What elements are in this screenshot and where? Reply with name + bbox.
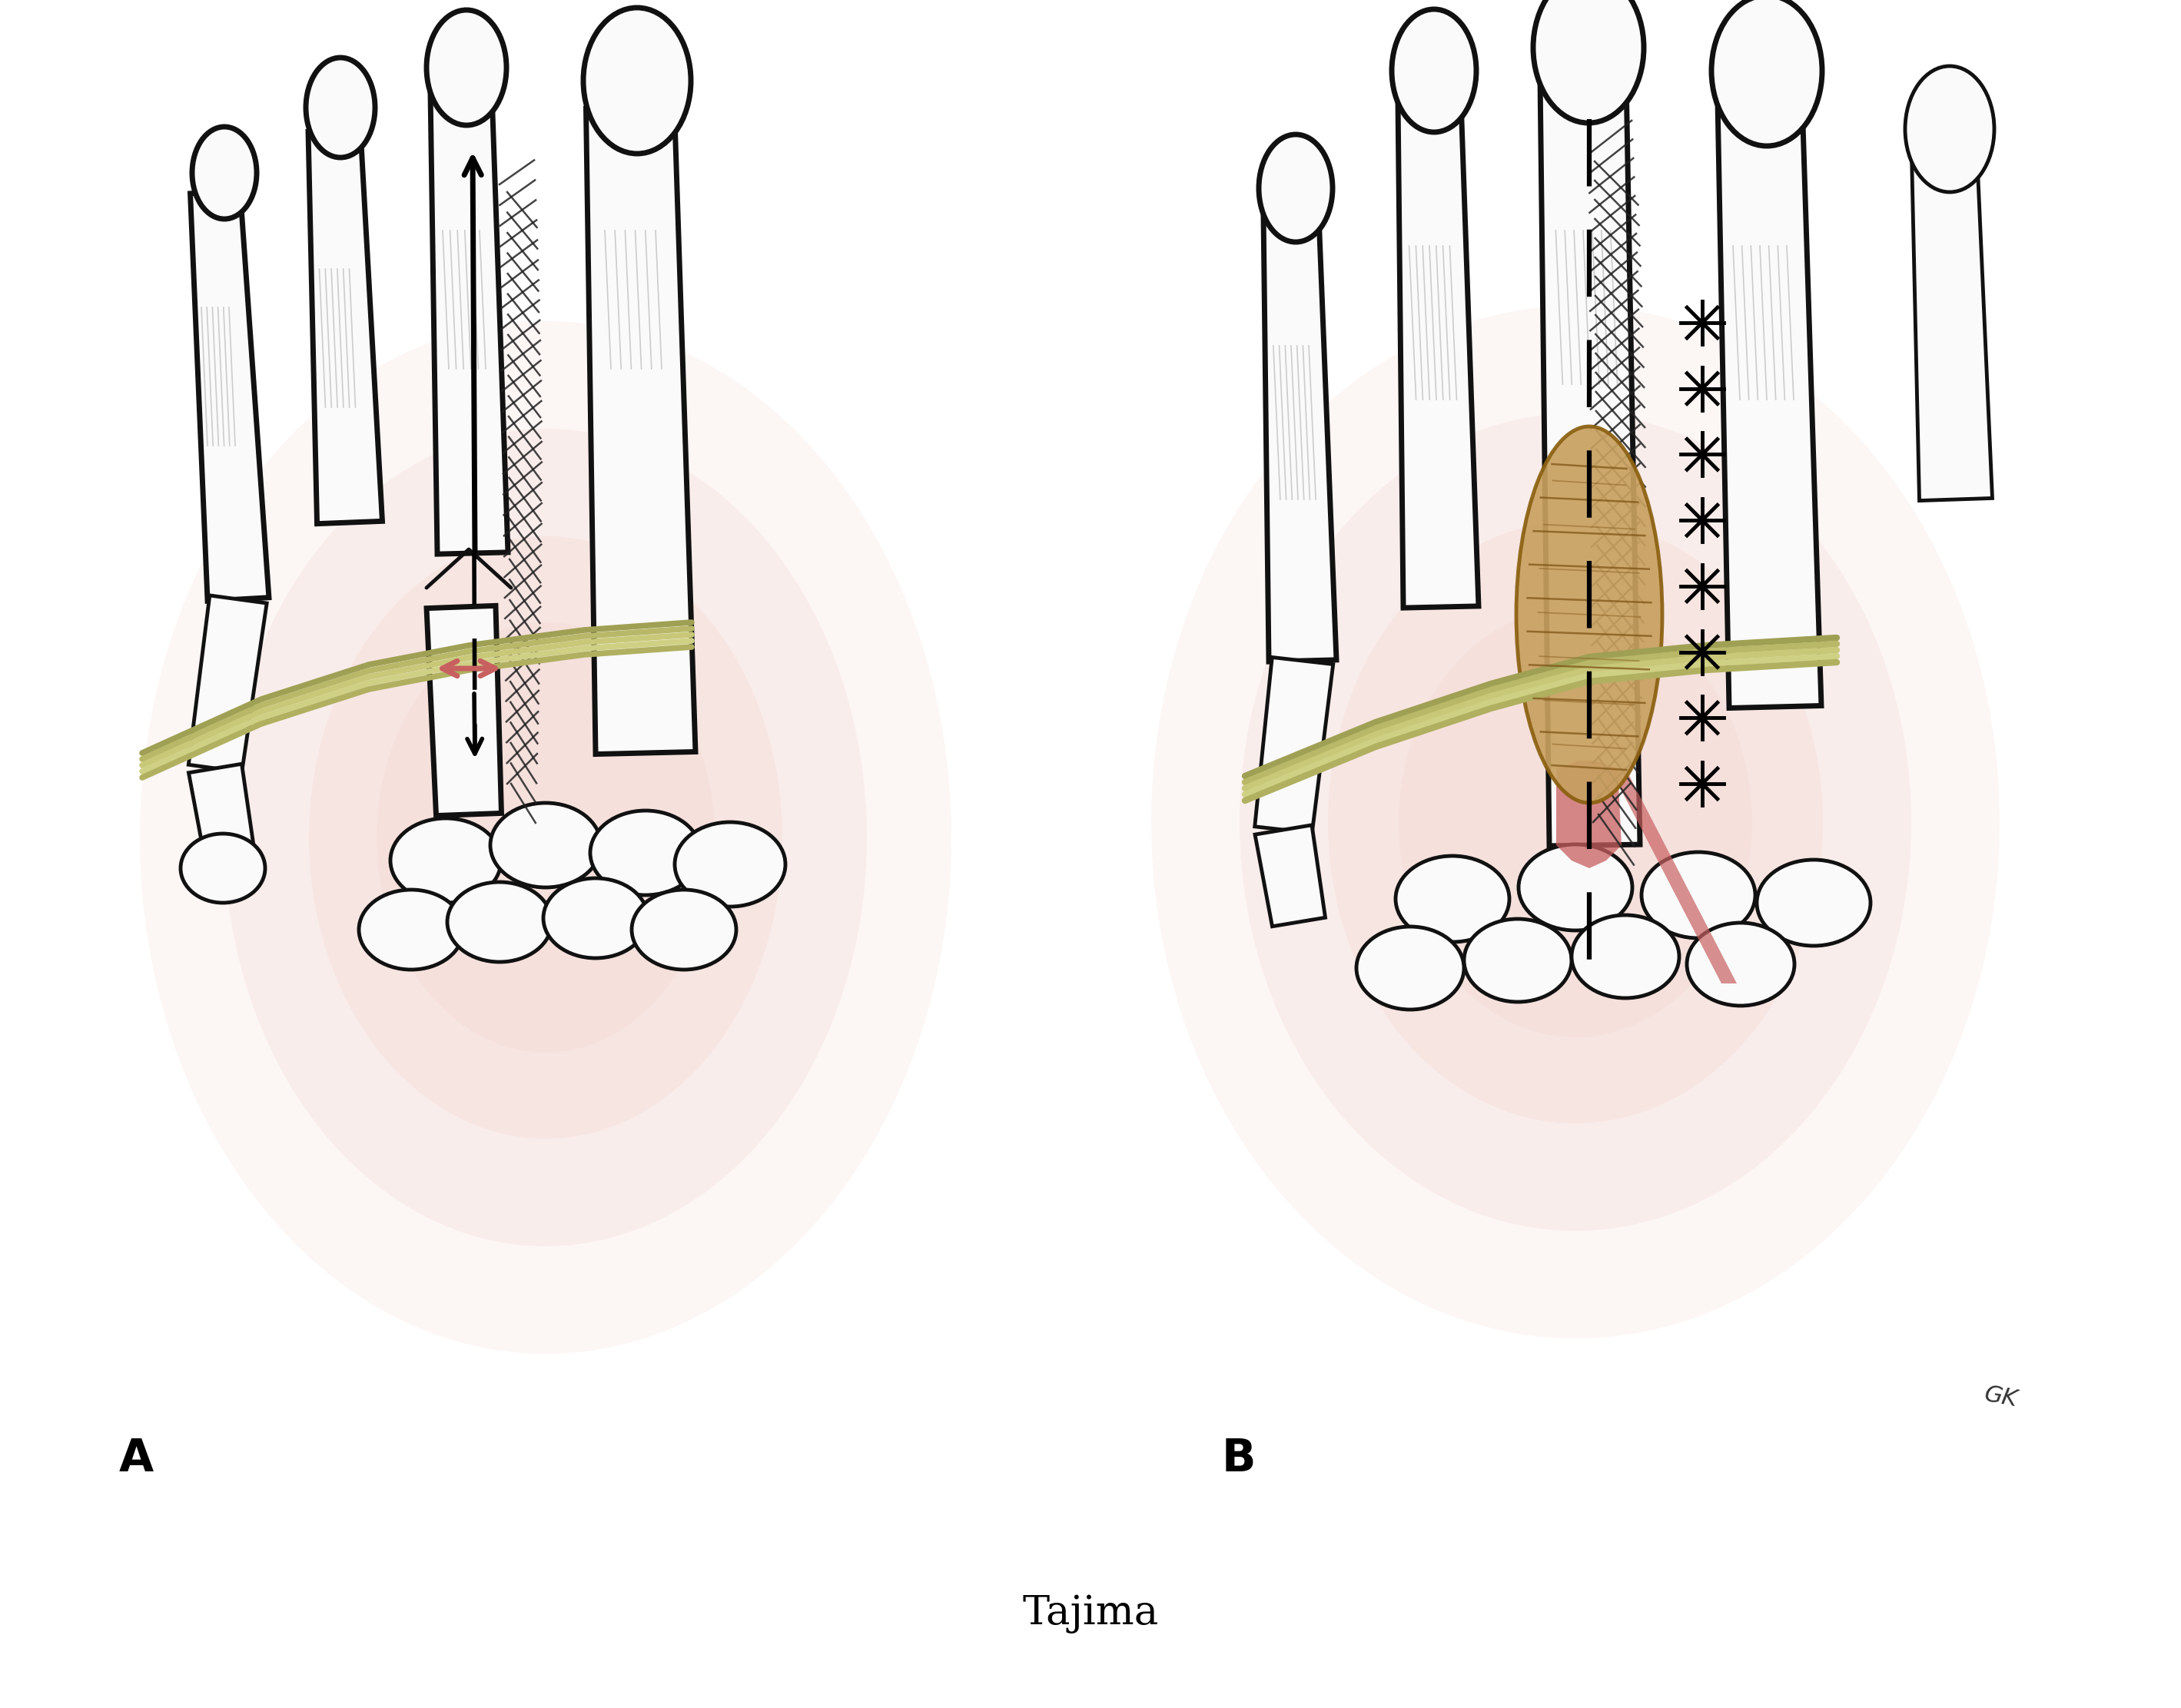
Ellipse shape <box>582 7 691 154</box>
Text: B: B <box>1221 1436 1256 1481</box>
Ellipse shape <box>1463 919 1573 1003</box>
Ellipse shape <box>491 803 602 888</box>
Ellipse shape <box>1239 413 1911 1231</box>
Ellipse shape <box>1906 67 1993 191</box>
Ellipse shape <box>140 321 951 1354</box>
Ellipse shape <box>1756 859 1871 946</box>
Polygon shape <box>1540 77 1640 845</box>
Ellipse shape <box>360 890 462 970</box>
Ellipse shape <box>192 126 257 219</box>
Ellipse shape <box>1642 852 1756 938</box>
Ellipse shape <box>310 536 783 1139</box>
Ellipse shape <box>1398 606 1751 1037</box>
Ellipse shape <box>674 822 785 907</box>
Polygon shape <box>587 106 696 755</box>
Polygon shape <box>427 606 502 816</box>
Polygon shape <box>1254 825 1326 926</box>
Polygon shape <box>190 191 268 601</box>
Ellipse shape <box>1328 521 1823 1124</box>
Polygon shape <box>1719 99 1821 709</box>
Ellipse shape <box>1573 915 1679 997</box>
Polygon shape <box>1557 760 1620 868</box>
Ellipse shape <box>1516 427 1662 803</box>
Text: GK: GK <box>1983 1383 2020 1411</box>
Ellipse shape <box>543 878 648 958</box>
Ellipse shape <box>305 58 375 157</box>
Text: Tajima: Tajima <box>1023 1594 1158 1633</box>
Ellipse shape <box>1686 922 1795 1006</box>
Polygon shape <box>308 130 382 524</box>
Ellipse shape <box>1258 135 1333 243</box>
Ellipse shape <box>225 429 866 1247</box>
Ellipse shape <box>447 881 552 962</box>
Ellipse shape <box>427 10 506 125</box>
Ellipse shape <box>390 818 502 904</box>
Ellipse shape <box>1357 927 1463 1009</box>
Ellipse shape <box>1533 0 1644 123</box>
Ellipse shape <box>1712 0 1821 145</box>
Polygon shape <box>1610 769 1736 984</box>
Polygon shape <box>1913 152 1991 500</box>
Ellipse shape <box>1391 9 1477 132</box>
Polygon shape <box>1263 215 1337 661</box>
Ellipse shape <box>591 811 700 895</box>
Ellipse shape <box>181 834 266 904</box>
Ellipse shape <box>1396 856 1509 943</box>
Ellipse shape <box>1518 844 1631 931</box>
Text: A: A <box>120 1436 155 1481</box>
Ellipse shape <box>632 890 737 970</box>
Ellipse shape <box>377 622 715 1052</box>
Polygon shape <box>430 92 508 553</box>
Polygon shape <box>1398 99 1479 608</box>
Ellipse shape <box>1152 306 2000 1339</box>
Polygon shape <box>188 763 255 864</box>
Polygon shape <box>188 596 266 772</box>
Polygon shape <box>1254 658 1333 834</box>
